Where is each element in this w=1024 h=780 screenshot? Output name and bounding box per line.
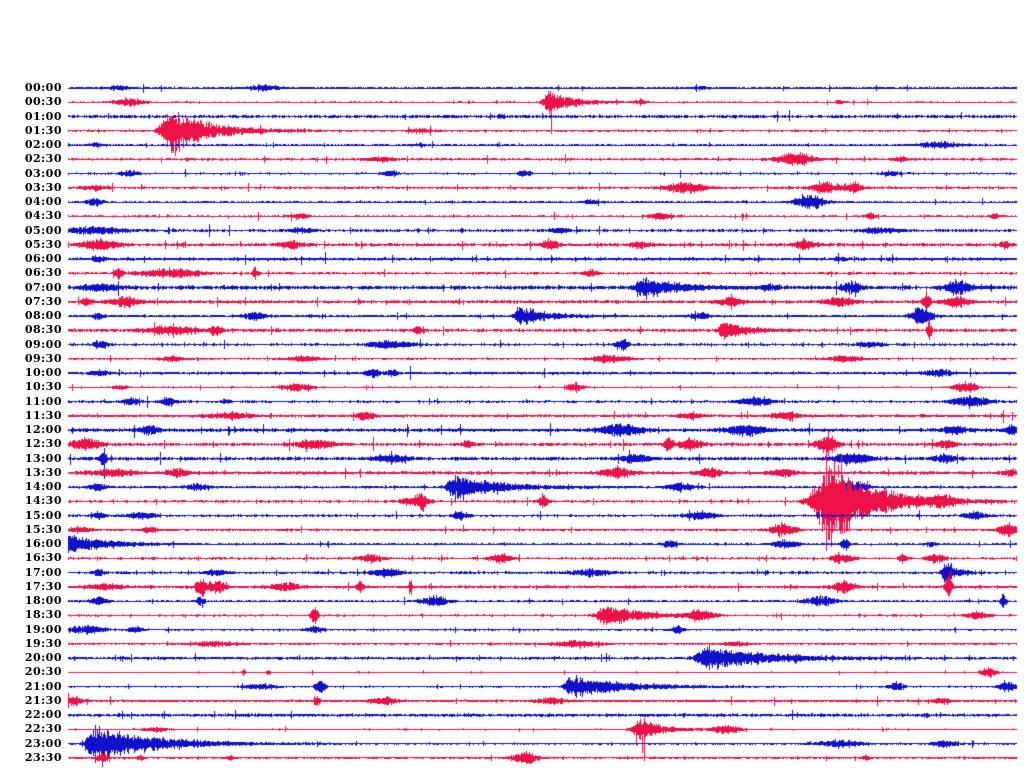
time-label-22-30: 22:30: [24, 722, 62, 735]
time-label-01-00: 01:00: [24, 110, 62, 123]
time-label-19-30: 19:30: [24, 637, 62, 650]
time-label-23-00: 23:00: [24, 737, 62, 750]
time-label-19-00: 19:00: [24, 623, 62, 636]
time-label-00-00: 00:00: [24, 81, 62, 94]
time-label-10-00: 10:00: [24, 366, 62, 379]
time-label-03-30: 03:30: [24, 181, 62, 194]
time-label-07-00: 07:00: [24, 281, 62, 294]
time-label-10-30: 10:30: [24, 380, 62, 393]
time-label-04-30: 04:30: [24, 209, 62, 222]
time-label-13-30: 13:30: [24, 466, 62, 479]
time-label-17-00: 17:00: [24, 566, 62, 579]
time-label-20-00: 20:00: [24, 651, 62, 664]
time-label-18-30: 18:30: [24, 608, 62, 621]
time-label-12-30: 12:30: [24, 437, 62, 450]
time-label-08-00: 08:00: [24, 309, 62, 322]
time-label-21-30: 21:30: [24, 694, 62, 707]
time-label-00-30: 00:30: [24, 95, 62, 108]
time-label-17-30: 17:30: [24, 580, 62, 593]
time-label-15-00: 15:00: [24, 509, 62, 522]
time-label-05-30: 05:30: [24, 238, 62, 251]
time-label-02-00: 02:00: [24, 138, 62, 151]
time-label-06-00: 06:00: [24, 252, 62, 265]
time-label-09-30: 09:30: [24, 352, 62, 365]
time-label-16-00: 16:00: [24, 537, 62, 550]
time-label-04-00: 04:00: [24, 195, 62, 208]
time-axis-labels: 00:00 00:30 01:00 01:30 02:00 02:30 03:00 03:30…: [0, 0, 62, 780]
time-label-20-30: 20:30: [24, 665, 62, 678]
time-label-11-00: 11:00: [24, 395, 62, 408]
time-label-22-00: 22:00: [24, 708, 62, 721]
time-label-07-30: 07:30: [24, 295, 62, 308]
time-label-11-30: 11:30: [24, 409, 62, 422]
time-label-06-30: 06:30: [24, 266, 62, 279]
time-label-23-30: 23:30: [24, 751, 62, 764]
time-label-03-00: 03:00: [24, 167, 62, 180]
time-label-18-00: 18:00: [24, 594, 62, 607]
time-label-05-00: 05:00: [24, 224, 62, 237]
time-label-12-00: 12:00: [24, 423, 62, 436]
time-label-02-30: 02:30: [24, 152, 62, 165]
time-label-13-00: 13:00: [24, 452, 62, 465]
time-label-08-30: 08:30: [24, 323, 62, 336]
time-label-15-30: 15:30: [24, 523, 62, 536]
time-label-09-00: 09:00: [24, 338, 62, 351]
time-label-16-30: 16:30: [24, 551, 62, 564]
time-label-01-30: 01:30: [24, 124, 62, 137]
time-label-14-30: 14:30: [24, 494, 62, 507]
time-label-21-00: 21:00: [24, 680, 62, 693]
time-label-14-00: 14:00: [24, 480, 62, 493]
